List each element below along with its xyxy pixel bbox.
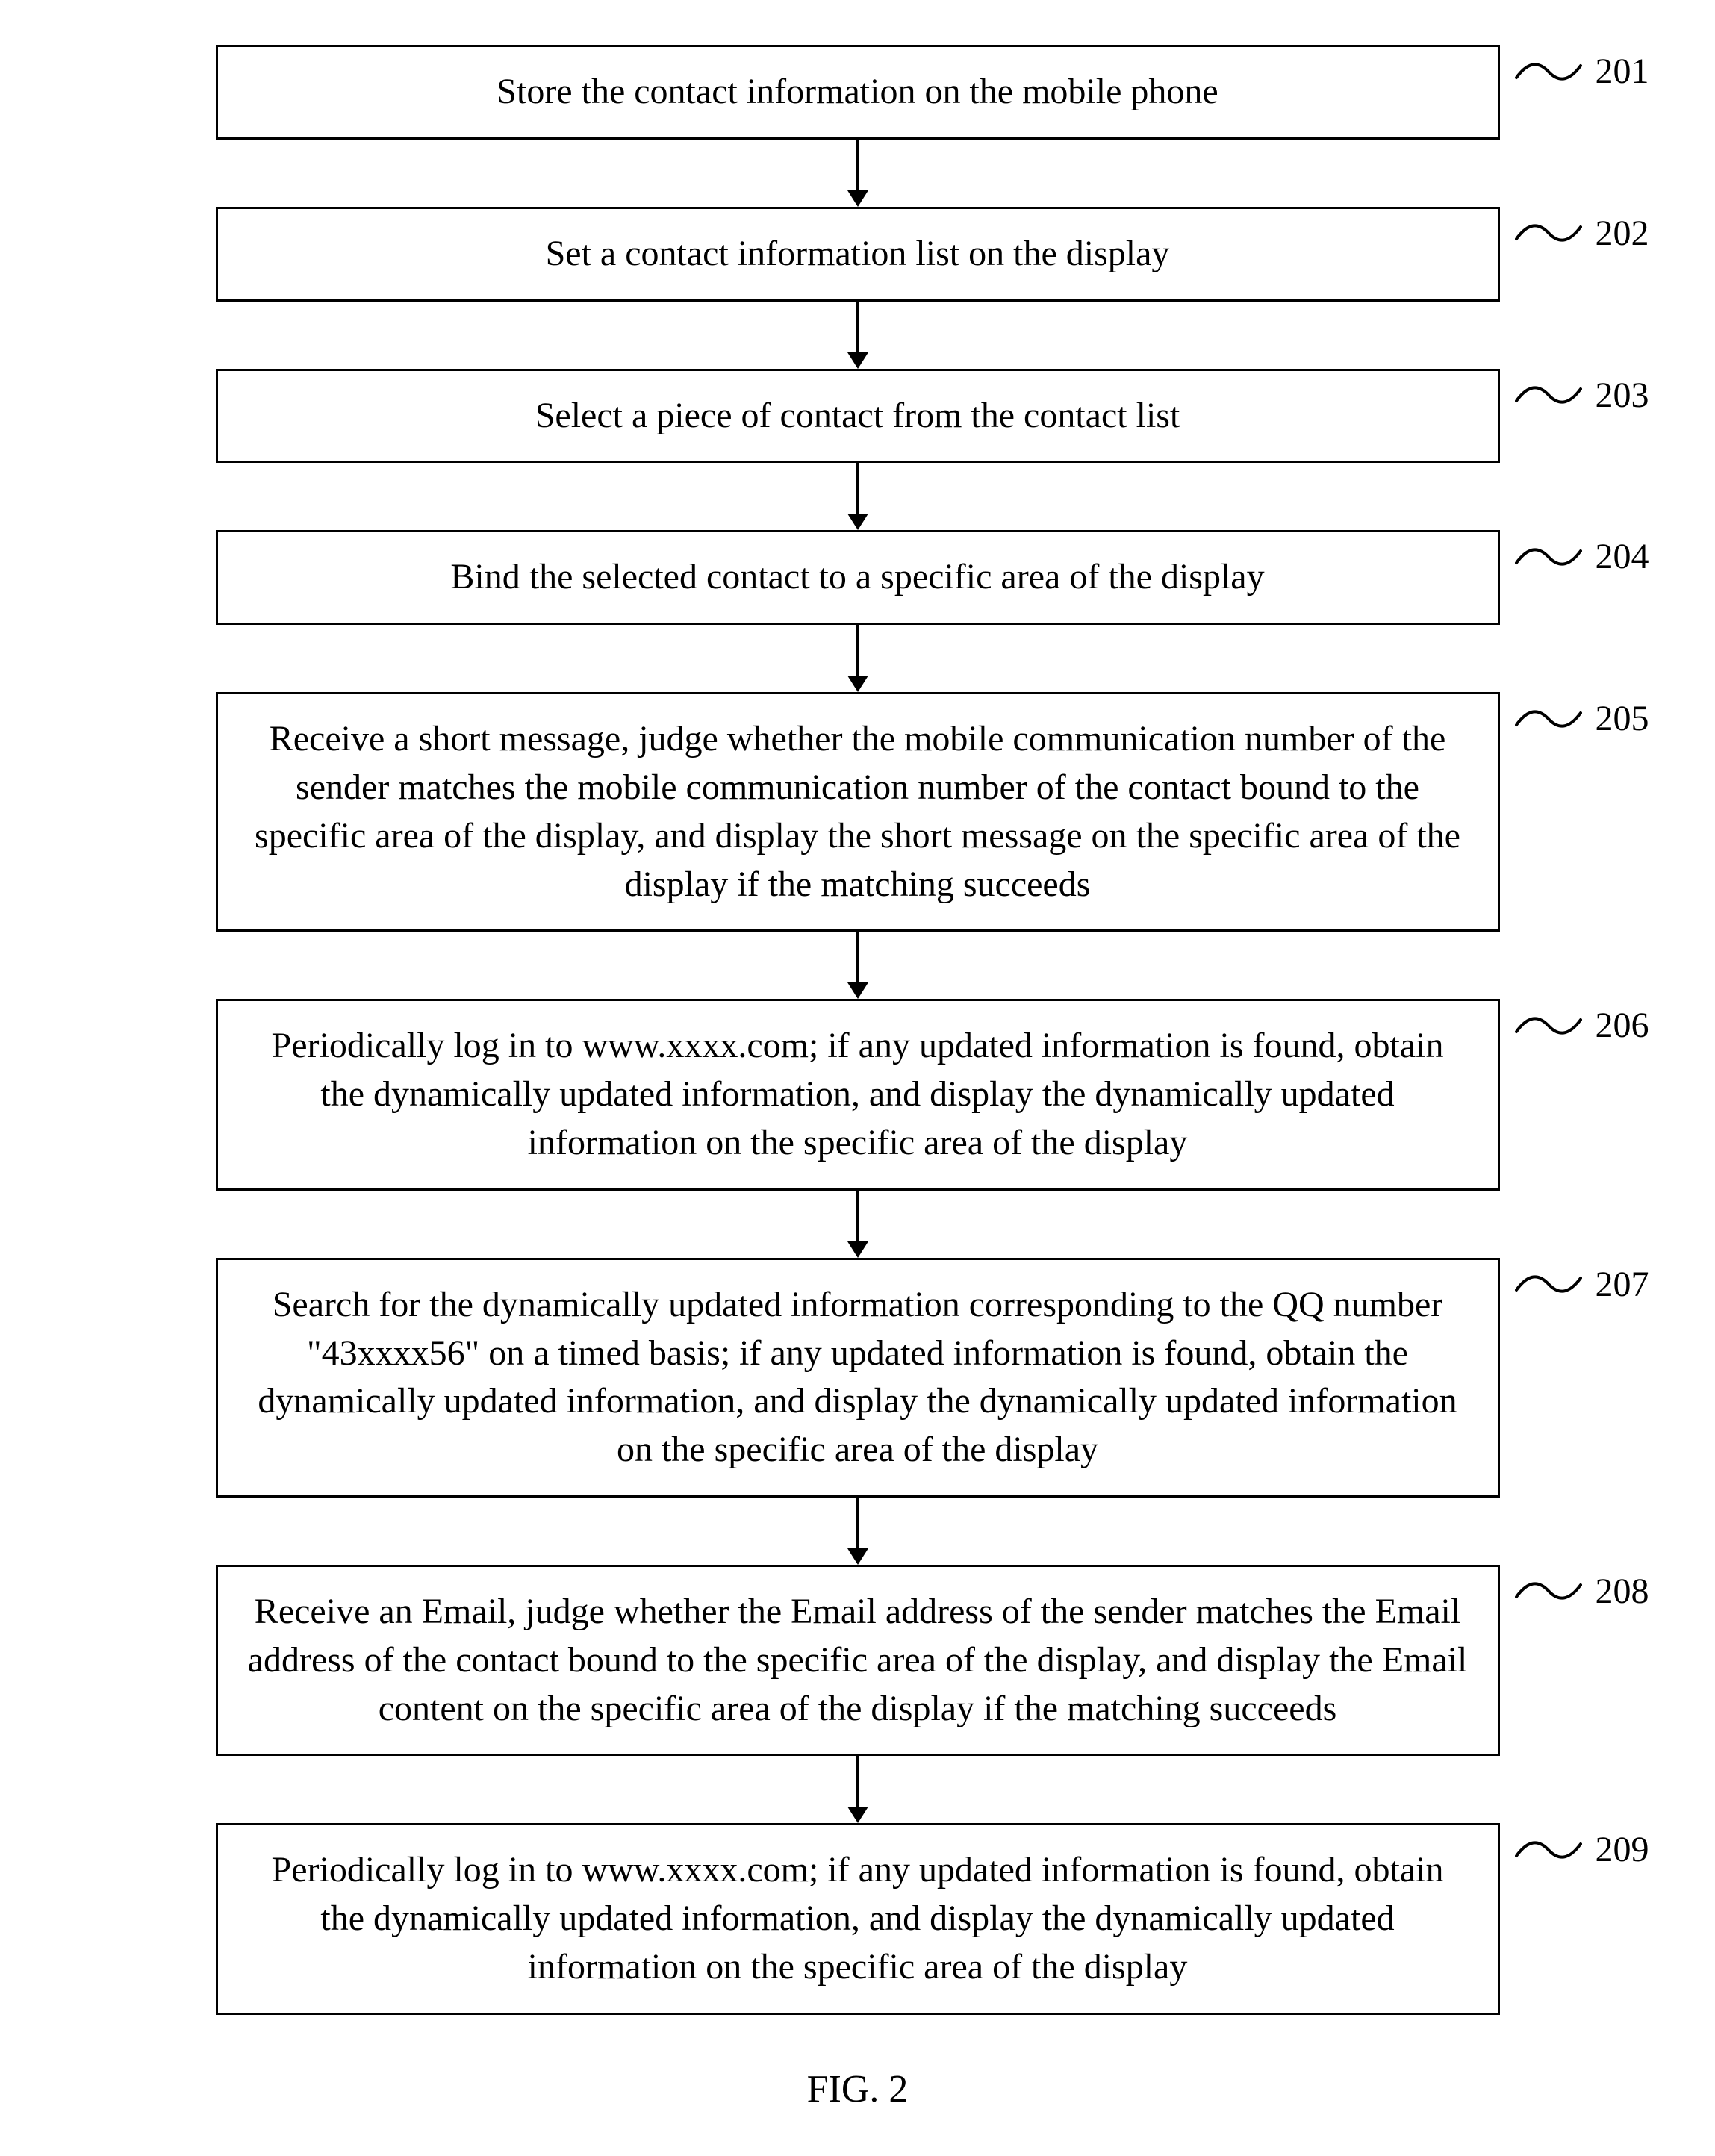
tilde-icon [1515, 380, 1582, 410]
step-text: Periodically log in to www.xxxx.com; if … [272, 1850, 1444, 1987]
step-text: Store the contact information on the mob… [497, 72, 1218, 111]
step-box-209: Periodically log in to www.xxxx.com; if … [216, 1823, 1500, 2014]
flow-row: Select a piece of contact from the conta… [30, 369, 1685, 464]
arrow-down-icon [847, 932, 868, 999]
ref-wrap: 203 [1515, 375, 1649, 416]
flow-row: Receive a short message, judge whether t… [30, 692, 1685, 932]
tilde-icon [1515, 704, 1582, 734]
step-text: Select a piece of contact from the conta… [535, 396, 1180, 435]
step-text: Search for the dynamically updated infor… [258, 1285, 1457, 1469]
step-box-201: Store the contact information on the mob… [216, 45, 1500, 140]
arrow-down-icon [847, 1498, 868, 1565]
tilde-icon [1515, 542, 1582, 572]
ref-number: 205 [1596, 698, 1649, 739]
ref-number: 203 [1596, 375, 1649, 416]
tilde-icon [1515, 218, 1582, 248]
arrow-down-icon [847, 625, 868, 692]
flow-row: Search for the dynamically updated infor… [30, 1258, 1685, 1498]
ref-number: 202 [1596, 213, 1649, 254]
step-box-203: Select a piece of contact from the conta… [216, 369, 1500, 464]
flow-row: Bind the selected contact to a specific … [30, 530, 1685, 625]
figure-caption: FIG. 2 [807, 2067, 909, 2111]
step-text: Set a contact information list on the di… [546, 234, 1170, 273]
tilde-icon [1515, 1576, 1582, 1606]
flow-row: Periodically log in to www.xxxx.com; if … [30, 999, 1685, 1190]
flow-row: Store the contact information on the mob… [30, 45, 1685, 140]
step-box-206: Periodically log in to www.xxxx.com; if … [216, 999, 1500, 1190]
flow-row: Periodically log in to www.xxxx.com; if … [30, 1823, 1685, 2014]
step-box-208: Receive an Email, judge whether the Emai… [216, 1565, 1500, 1756]
step-box-205: Receive a short message, judge whether t… [216, 692, 1500, 932]
step-text: Periodically log in to www.xxxx.com; if … [272, 1026, 1444, 1162]
tilde-icon [1515, 1835, 1582, 1865]
step-text: Receive an Email, judge whether the Emai… [248, 1592, 1468, 1728]
arrow-down-icon [847, 140, 868, 207]
ref-wrap: 201 [1515, 51, 1649, 92]
flow-row: Receive an Email, judge whether the Emai… [30, 1565, 1685, 1756]
ref-wrap: 205 [1515, 698, 1649, 739]
ref-number: 206 [1596, 1005, 1649, 1046]
ref-number: 207 [1596, 1264, 1649, 1305]
step-box-202: Set a contact information list on the di… [216, 207, 1500, 302]
arrow-down-icon [847, 463, 868, 530]
ref-number: 201 [1596, 51, 1649, 92]
flowchart-container: Store the contact information on the mob… [30, 45, 1685, 2111]
ref-number: 204 [1596, 536, 1649, 577]
step-box-204: Bind the selected contact to a specific … [216, 530, 1500, 625]
ref-wrap: 207 [1515, 1264, 1649, 1305]
tilde-icon [1515, 1011, 1582, 1041]
flow-row: Set a contact information list on the di… [30, 207, 1685, 302]
ref-number: 208 [1596, 1571, 1649, 1612]
step-box-207: Search for the dynamically updated infor… [216, 1258, 1500, 1498]
ref-wrap: 202 [1515, 213, 1649, 254]
ref-number: 209 [1596, 1829, 1649, 1870]
arrow-down-icon [847, 302, 868, 369]
step-text: Receive a short message, judge whether t… [255, 719, 1460, 903]
tilde-icon [1515, 57, 1582, 87]
ref-wrap: 206 [1515, 1005, 1649, 1046]
tilde-icon [1515, 1269, 1582, 1299]
arrow-down-icon [847, 1191, 868, 1258]
ref-wrap: 208 [1515, 1571, 1649, 1612]
arrow-down-icon [847, 1756, 868, 1823]
step-text: Bind the selected contact to a specific … [450, 557, 1264, 596]
ref-wrap: 204 [1515, 536, 1649, 577]
ref-wrap: 209 [1515, 1829, 1649, 1870]
